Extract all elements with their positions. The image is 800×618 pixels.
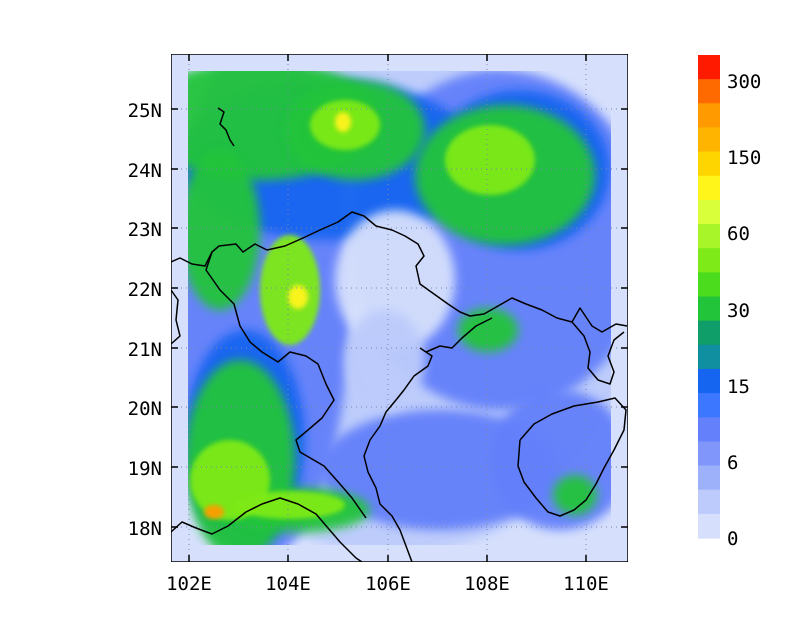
precip-blob (445, 125, 535, 195)
colorbar-swatch (698, 151, 720, 177)
precip-blob (288, 285, 308, 309)
colorbar-label-6: 6 (727, 452, 738, 474)
precip-blob (235, 491, 345, 519)
colorbar-swatch (698, 417, 720, 442)
colorbar-swatch (698, 175, 720, 201)
lon-label-108e: 108E (464, 573, 510, 595)
lon-label-102e: 102E (166, 573, 212, 595)
coastlines-and-borders (171, 107, 628, 562)
colorbar-swatch (698, 55, 720, 80)
border-line-vietnam-laos (171, 211, 628, 333)
lat-label-23n: 23N (128, 219, 162, 241)
coastline-leizhou (571, 321, 625, 385)
colorbar-swatch (698, 224, 720, 249)
colorbar-swatch (698, 320, 720, 346)
colorbar-swatch (698, 441, 720, 467)
lat-label-24n: 24N (128, 160, 162, 182)
coastline-islands (425, 317, 493, 353)
colorbar-swatches (698, 55, 720, 539)
colorbar-swatch (698, 127, 720, 153)
colorbar-swatch (698, 513, 720, 539)
colorbar-label-15: 15 (727, 376, 750, 398)
coastline-hainan (517, 397, 627, 517)
lat-label-18n: 18N (128, 518, 162, 540)
lat-label-21n: 21N (128, 339, 162, 361)
precip-blob (458, 308, 518, 352)
colorbar-swatch (698, 368, 720, 394)
lon-label-110e: 110E (563, 573, 609, 595)
precip-blob (180, 150, 260, 310)
colorbar-swatch (698, 248, 720, 273)
lat-label-22n: 22N (128, 279, 162, 301)
plot-area (171, 54, 628, 562)
colorbar-label-0: 0 (727, 528, 738, 550)
lon-label-104e: 104E (265, 573, 311, 595)
border-line-laos-vietnam-south (205, 251, 367, 519)
colorbar-swatch (698, 296, 720, 322)
gridlines (171, 54, 628, 562)
colorbar-swatch (698, 199, 720, 225)
border-line-west (171, 497, 363, 562)
colorbar-swatch (698, 103, 720, 129)
colorbar: 300 150 60 30 15 6 0 (698, 55, 761, 550)
precip-blob (335, 112, 351, 132)
lake-outline (217, 107, 235, 147)
precip-blob (345, 310, 425, 410)
coastline-vietnam (363, 347, 433, 562)
latitude-axis: 25N 24N 23N 22N 21N 20N 19N 18N (128, 100, 162, 540)
precip-blob (335, 210, 455, 350)
colorbar-swatch (698, 465, 720, 491)
colorbar-label-30: 30 (727, 300, 750, 322)
colorbar-label-150: 150 (727, 147, 761, 169)
precip-blob (320, 410, 560, 530)
longitude-axis: 102E 104E 106E 108E 110E (166, 573, 609, 595)
colorbar-label-60: 60 (727, 223, 750, 245)
precip-blob (204, 505, 224, 519)
colorbar-swatch (698, 272, 720, 298)
colorbar-label-300: 300 (727, 71, 761, 93)
lat-label-25n: 25N (128, 100, 162, 122)
lon-label-106e: 106E (365, 573, 411, 595)
colorbar-swatch (698, 79, 720, 104)
colorbar-swatch (698, 489, 720, 515)
precipitation-field (171, 54, 628, 562)
lat-label-20n: 20N (128, 398, 162, 420)
lat-label-19n: 19N (128, 458, 162, 480)
colorbar-swatch (698, 344, 720, 370)
border-line-myanmar (171, 289, 181, 345)
colorbar-swatch (698, 393, 720, 418)
